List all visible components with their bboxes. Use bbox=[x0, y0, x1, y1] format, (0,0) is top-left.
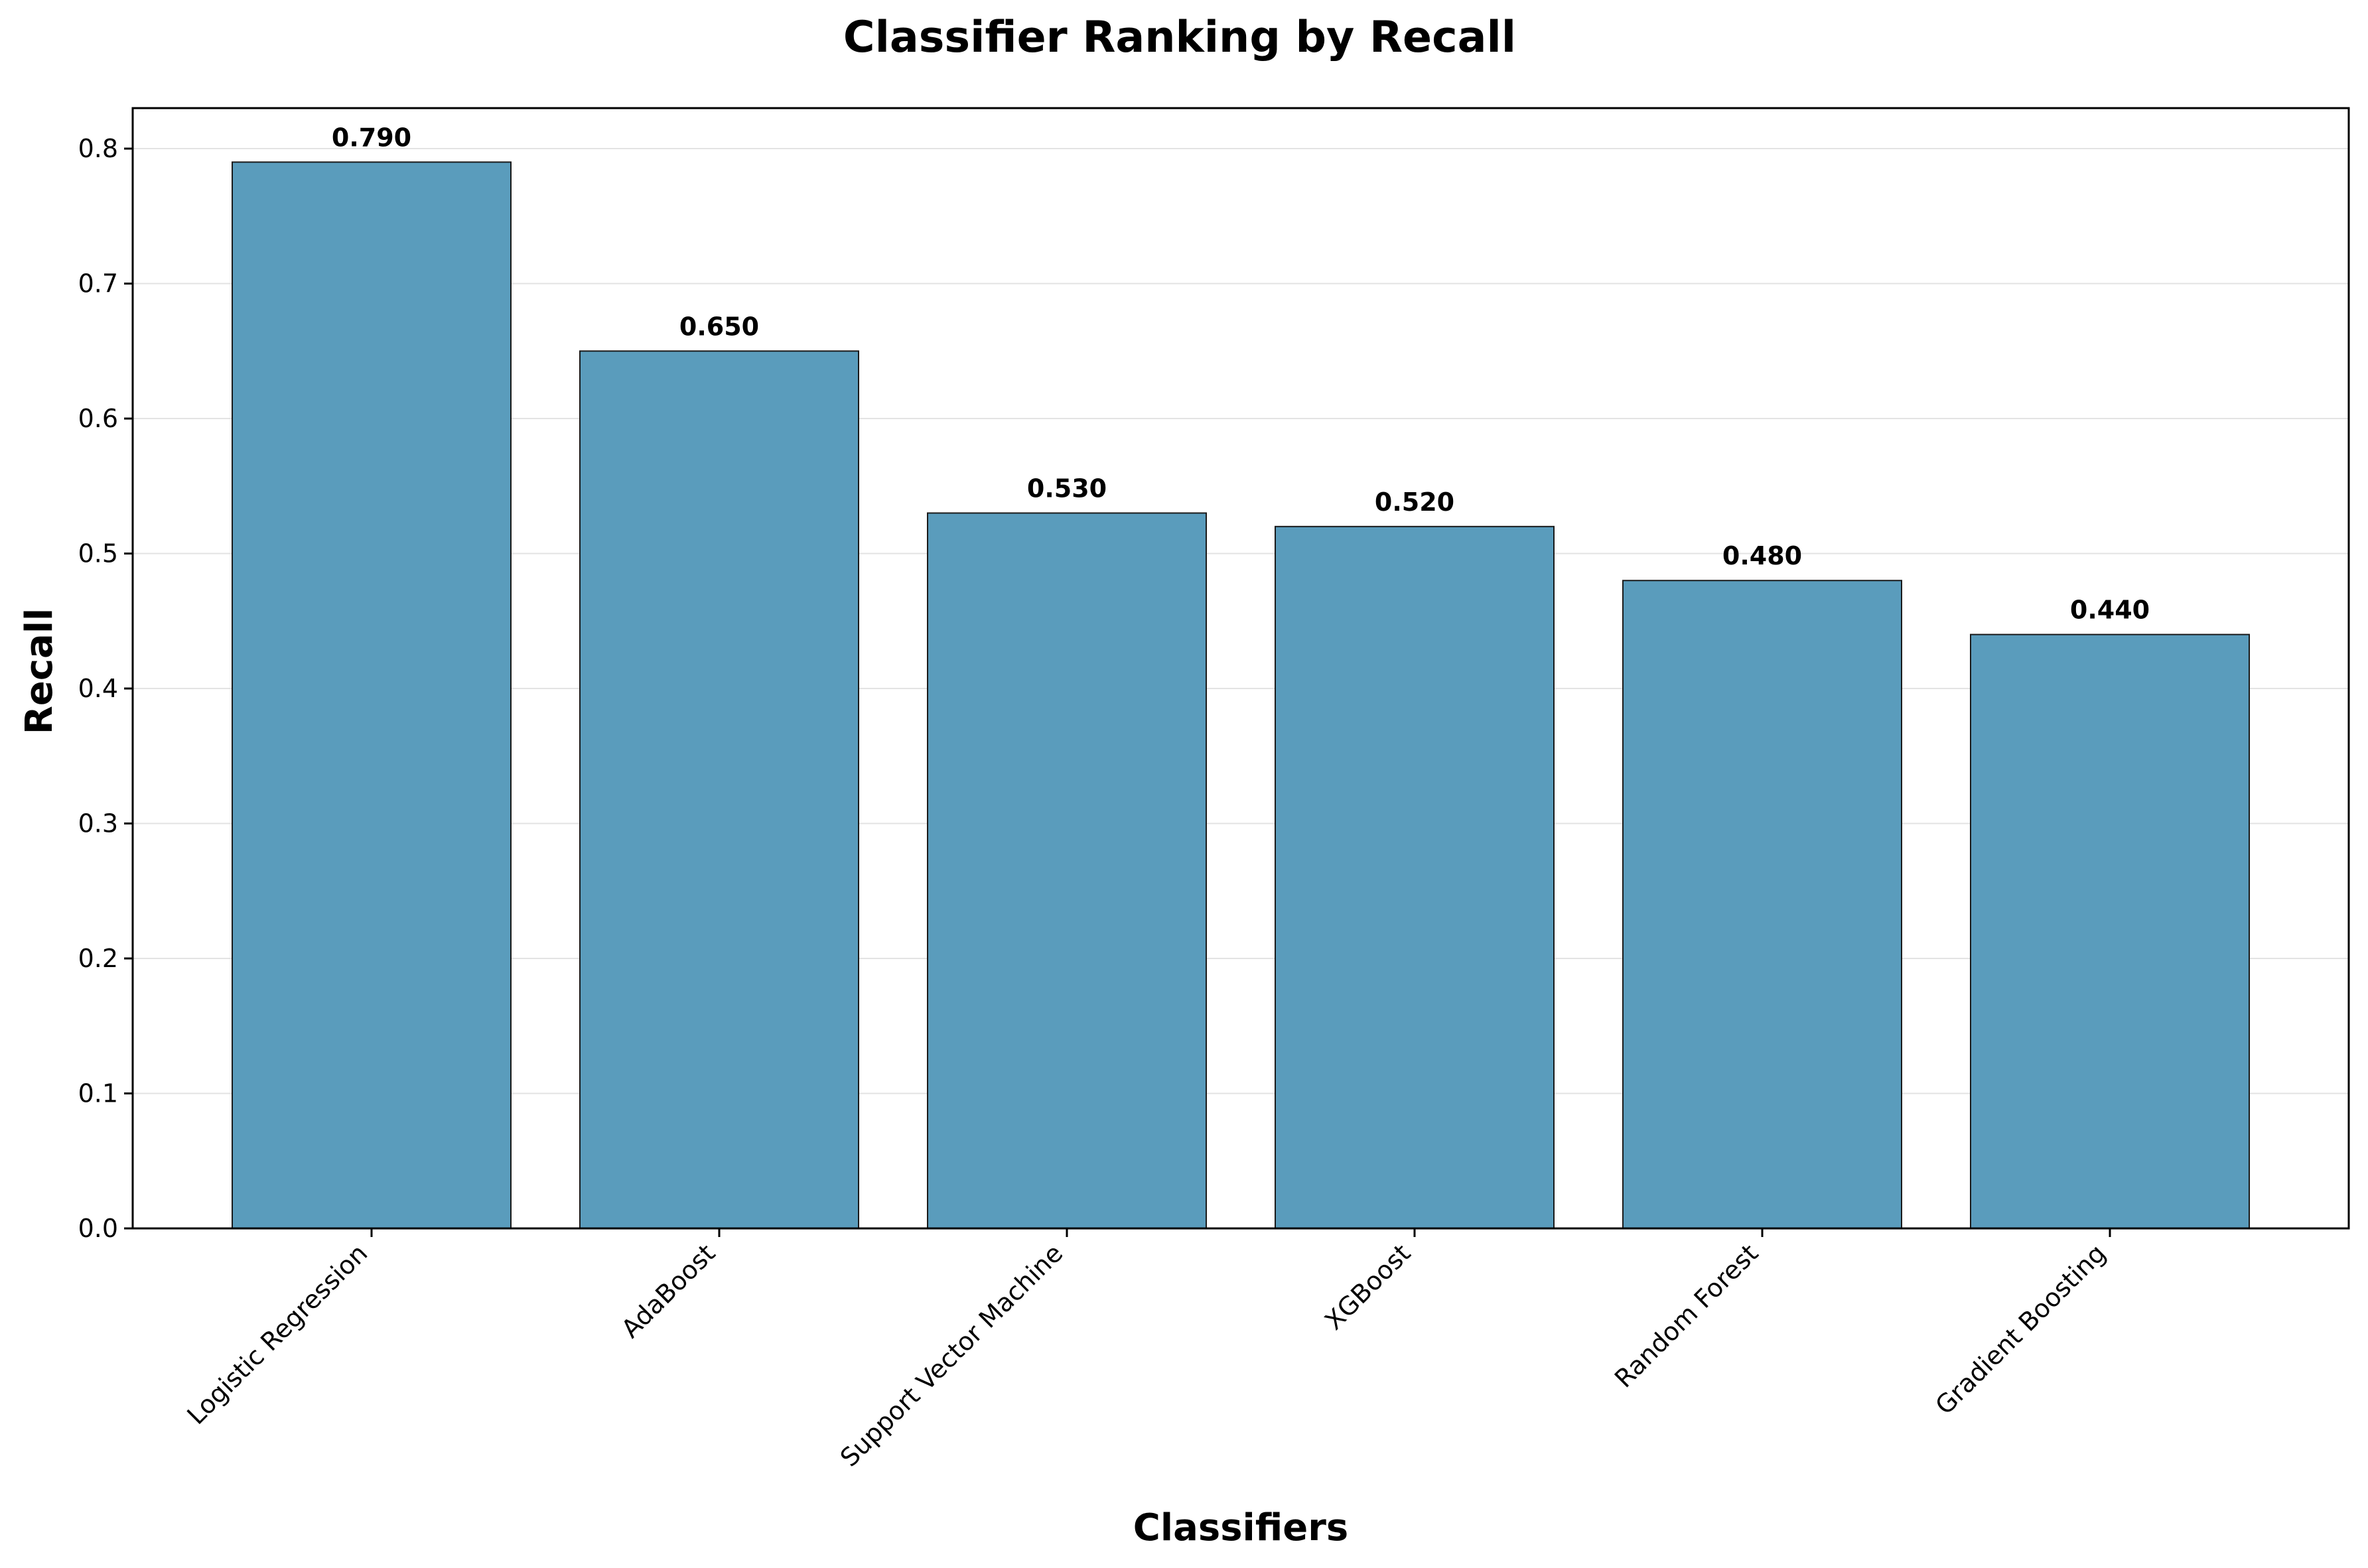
y-tick-label: 0.4 bbox=[78, 674, 118, 703]
y-tick-label: 0.0 bbox=[78, 1214, 118, 1243]
bar-value-label: 0.650 bbox=[679, 312, 759, 341]
y-tick-label: 0.3 bbox=[78, 809, 118, 838]
bar-value-label: 0.530 bbox=[1027, 474, 1107, 503]
plot-frame bbox=[131, 107, 2350, 1230]
y-tick-label: 0.5 bbox=[78, 539, 118, 568]
bar bbox=[579, 350, 859, 1229]
chart-title: Classifier Ranking by Recall bbox=[843, 13, 1516, 62]
y-axis-ticks: 0.0 0.1 0.2 0.3 0.4 0.5 0.6 0.7 0.8 bbox=[78, 134, 133, 1243]
y-tick-label: 0.7 bbox=[78, 269, 118, 298]
y-tick-label: 0.2 bbox=[78, 944, 118, 973]
bar bbox=[1275, 525, 1555, 1229]
bar-value-label: 0.790 bbox=[332, 123, 411, 152]
y-tick-label: 0.6 bbox=[78, 404, 118, 433]
data-labels: 0.790 0.650 0.530 0.520 0.480 0.440 bbox=[332, 123, 2150, 624]
y-tick-label: 0.1 bbox=[78, 1079, 118, 1108]
x-axis-label: Classifiers bbox=[1133, 1506, 1348, 1549]
y-axis-label: Recall bbox=[18, 608, 61, 734]
bars bbox=[232, 161, 2250, 1229]
bar-value-label: 0.520 bbox=[1375, 488, 1454, 517]
bar bbox=[1970, 633, 2250, 1229]
bar bbox=[1622, 580, 1902, 1229]
bar bbox=[927, 512, 1207, 1229]
bar-value-label: 0.440 bbox=[2070, 596, 2150, 625]
bar-value-label: 0.480 bbox=[1722, 541, 1802, 570]
y-tick-label: 0.8 bbox=[78, 134, 118, 163]
bar bbox=[232, 161, 512, 1229]
